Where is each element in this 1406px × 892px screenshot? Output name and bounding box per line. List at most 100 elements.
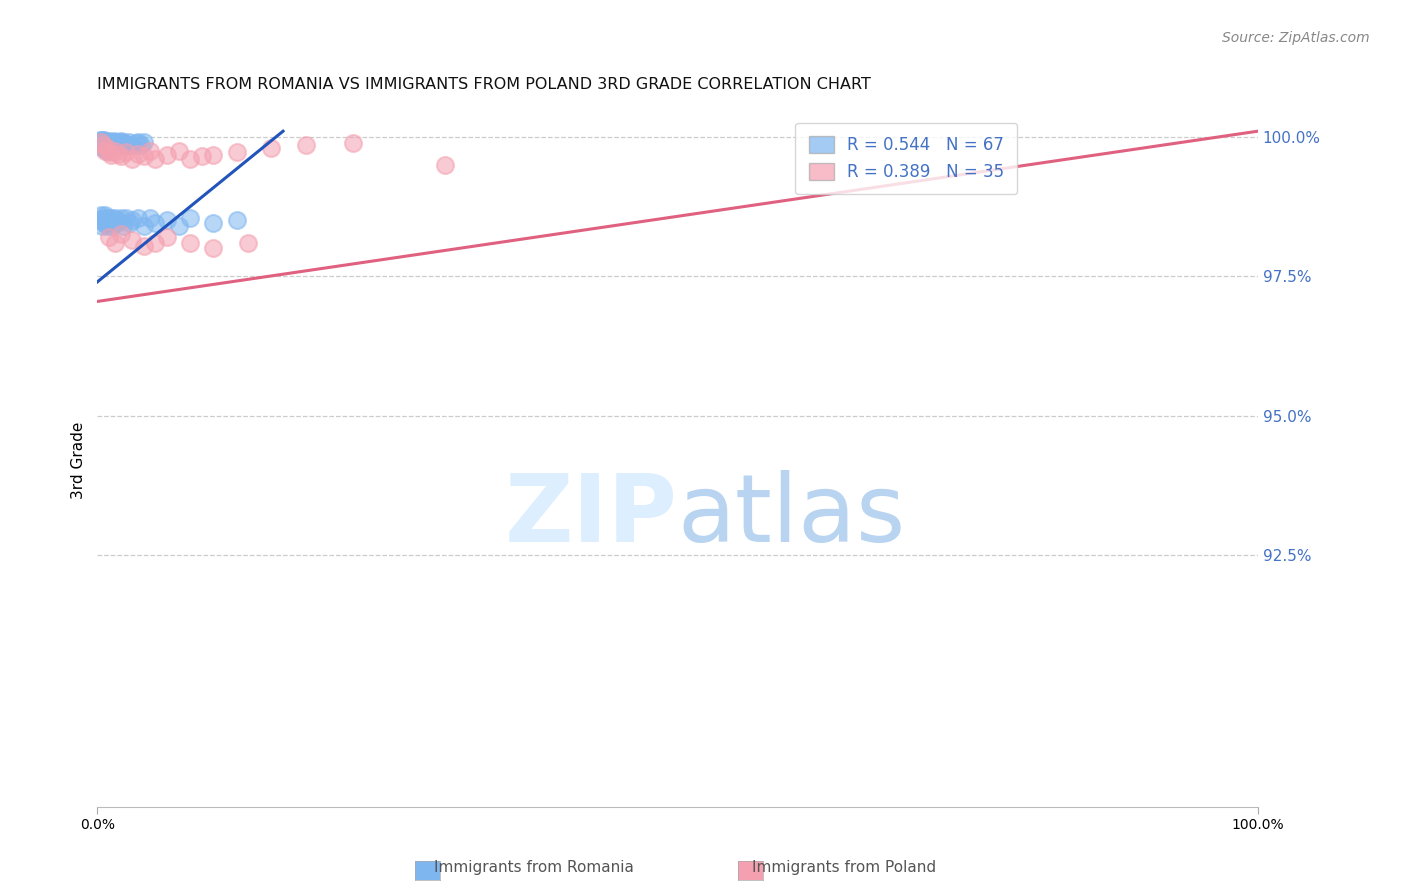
Point (97, 138, 120, 153)
Point (108, 136, 131, 151)
Point (121, 138, 143, 153)
Point (112, 136, 135, 151)
Point (118, 216, 141, 230)
Point (93, 138, 115, 153)
Point (98, 136, 121, 151)
Point (110, 149, 132, 163)
Point (260, 141, 283, 155)
Point (91, 132, 114, 146)
Point (124, 136, 146, 151)
Point (100, 138, 122, 153)
Point (96, 219, 118, 233)
Point (93, 132, 115, 146)
Point (238, 235, 260, 250)
Y-axis label: 3rd Grade: 3rd Grade (72, 422, 86, 500)
Point (145, 216, 167, 230)
Point (110, 227, 132, 242)
Text: Immigrants from Poland: Immigrants from Poland (752, 861, 935, 875)
Point (104, 235, 127, 250)
Point (156, 213, 179, 227)
Point (103, 134, 125, 148)
Point (132, 149, 155, 163)
Point (225, 145, 247, 160)
Point (202, 241, 225, 255)
Point (131, 138, 153, 153)
Text: ZIP: ZIP (505, 470, 678, 562)
Point (127, 146, 149, 161)
Point (434, 158, 457, 172)
Point (94, 144, 117, 158)
Point (89, 213, 111, 227)
Point (90, 136, 112, 150)
Point (111, 138, 134, 153)
Point (101, 219, 124, 233)
Point (94, 136, 117, 150)
Text: IMMIGRANTS FROM ROMANIA VS IMMIGRANTS FROM POLAND 3RD GRADE CORRELATION CHART: IMMIGRANTS FROM ROMANIA VS IMMIGRANTS FR… (97, 78, 872, 93)
Point (91, 219, 114, 233)
Point (94, 141, 117, 155)
Point (167, 219, 190, 233)
Point (90, 208, 112, 222)
Point (115, 138, 138, 153)
Point (105, 216, 128, 230)
Point (342, 136, 364, 151)
Point (91, 134, 114, 148)
Point (179, 211, 201, 225)
Point (104, 144, 127, 158)
Point (96, 138, 118, 153)
Point (97, 216, 120, 230)
Point (202, 147, 225, 161)
Point (97, 230, 120, 244)
Point (96, 144, 118, 158)
Point (202, 216, 225, 230)
Point (156, 147, 179, 161)
Point (90, 136, 112, 150)
Point (132, 136, 155, 150)
Point (127, 211, 149, 225)
Point (225, 213, 247, 227)
Point (97, 211, 120, 225)
Point (132, 219, 155, 233)
Point (97, 145, 120, 160)
Point (101, 138, 124, 153)
Point (111, 136, 134, 150)
Point (138, 211, 160, 225)
Text: atlas: atlas (678, 470, 905, 562)
Point (97, 136, 120, 150)
Point (91, 211, 114, 225)
Point (145, 235, 167, 250)
Point (167, 144, 190, 158)
Point (91, 136, 114, 151)
Point (98, 213, 121, 227)
Point (127, 136, 149, 150)
Point (100, 211, 122, 225)
Point (101, 136, 124, 150)
Point (295, 138, 318, 153)
Point (107, 146, 129, 161)
Point (145, 152, 167, 166)
Point (138, 144, 160, 158)
Point (110, 134, 132, 148)
Text: Immigrants from Romania: Immigrants from Romania (434, 861, 634, 875)
Point (179, 152, 201, 166)
Point (179, 235, 201, 250)
Point (104, 138, 127, 153)
Point (89, 132, 111, 146)
Point (90, 138, 112, 153)
Point (100, 147, 122, 161)
Point (121, 233, 143, 247)
Point (191, 149, 214, 163)
Legend: R = 0.544   N = 67, R = 0.389   N = 35: R = 0.544 N = 67, R = 0.389 N = 35 (796, 123, 1018, 194)
Point (104, 136, 127, 151)
Point (97, 134, 120, 148)
Point (110, 211, 132, 225)
Point (91, 141, 114, 155)
Point (104, 211, 127, 225)
Point (91, 138, 114, 153)
Point (97, 136, 120, 151)
Text: Source: ZipAtlas.com: Source: ZipAtlas.com (1222, 31, 1369, 45)
Point (115, 211, 138, 225)
Point (111, 219, 134, 233)
Point (121, 152, 143, 166)
Point (107, 213, 129, 227)
